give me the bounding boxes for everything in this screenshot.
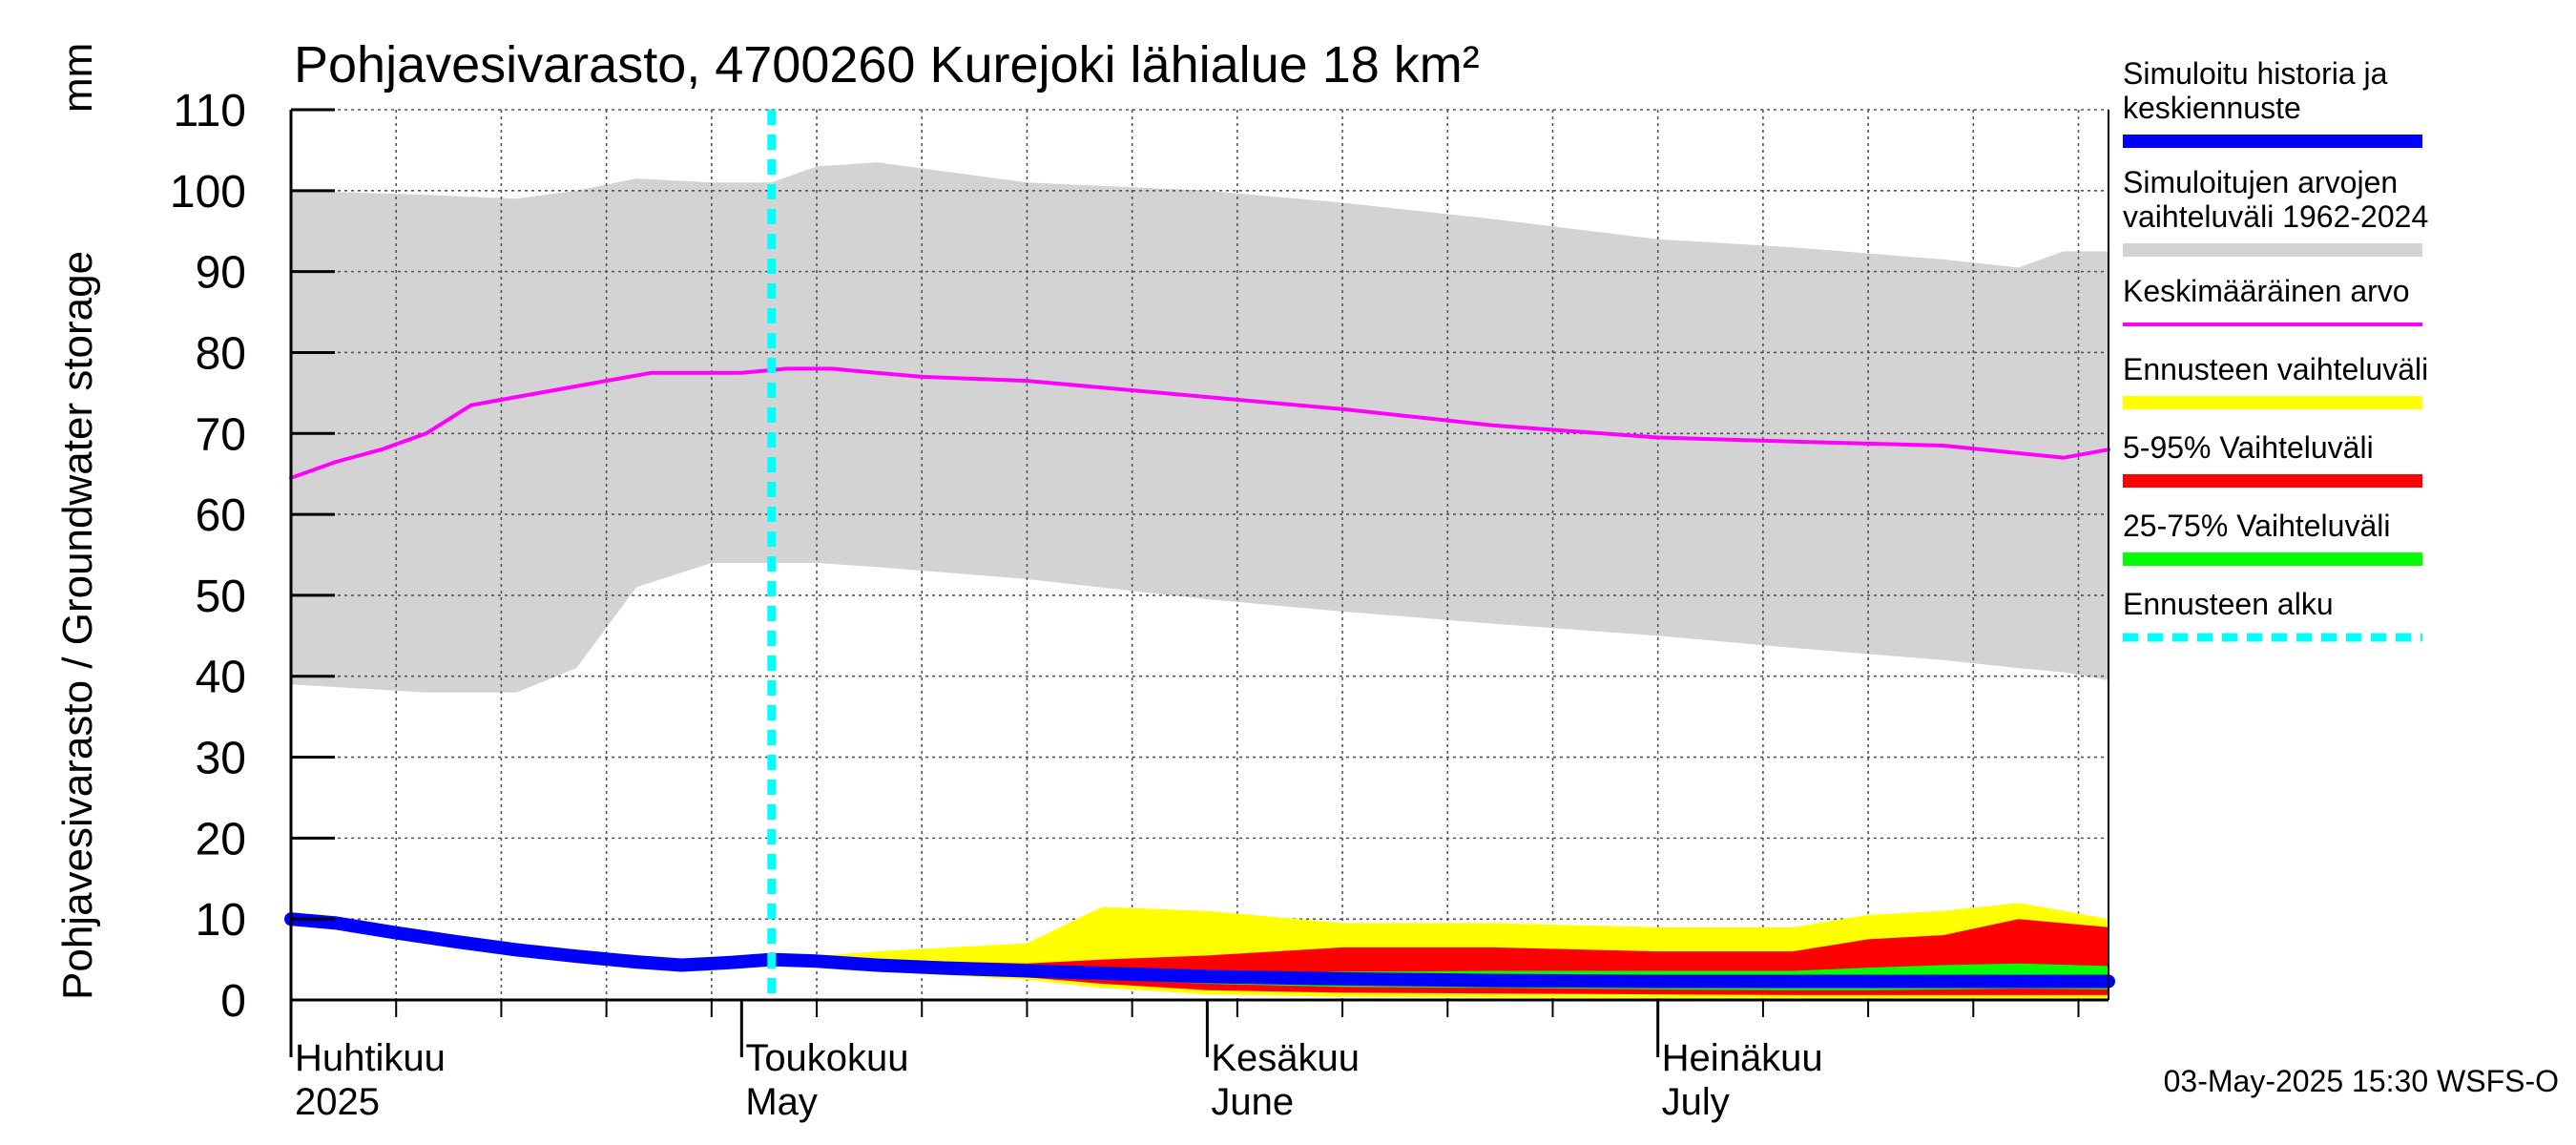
y-tick-label: 0: [220, 976, 246, 1027]
plot-area: [284, 109, 2115, 1000]
chart-title: Pohjavesivarasto, 4700260 Kurejoki lähia…: [294, 36, 1480, 94]
legend-label: vaihteluväli 1962-2024: [2123, 199, 2428, 234]
y-tick-label: 90: [196, 248, 246, 299]
y-tick-label: 40: [196, 653, 246, 703]
y-tick-label: 10: [196, 895, 246, 946]
x-month-label: Huhtikuu: [295, 1037, 446, 1079]
y-tick-label: 70: [196, 409, 246, 460]
legend-label: 5-95% Vaihteluväli: [2123, 430, 2374, 465]
x-month-sublabel: May: [745, 1081, 818, 1123]
y-tick-label: 110: [173, 86, 246, 136]
legend-label: keskiennuste: [2123, 91, 2301, 125]
legend-label: Ennusteen alku: [2123, 587, 2334, 621]
y-axis-unit: mm: [54, 43, 101, 113]
x-month-sublabel: July: [1662, 1081, 1730, 1123]
legend-label: Simuloitujen arvojen: [2123, 165, 2398, 199]
y-axis-label: Pohjavesivarasto / Groundwater storage: [54, 251, 101, 1000]
legend-label: Ennusteen vaihteluväli: [2123, 352, 2428, 386]
x-month-sublabel: 2025: [295, 1081, 380, 1123]
legend-label: Simuloitu historia ja: [2123, 56, 2388, 91]
footer-timestamp: 03-May-2025 15:30 WSFS-O: [2164, 1064, 2559, 1098]
y-tick-label: 30: [196, 734, 246, 784]
y-tick-label: 60: [196, 490, 246, 541]
y-tick-label: 80: [196, 328, 246, 379]
x-month-label: Kesäkuu: [1211, 1037, 1360, 1079]
historical-range-band: [291, 162, 2109, 693]
x-month-label: Toukokuu: [745, 1037, 908, 1079]
legend-label: Keskimääräinen arvo: [2123, 274, 2410, 308]
y-tick-label: 20: [196, 814, 246, 864]
simulated-history-line: [284, 912, 2115, 989]
x-month-sublabel: June: [1211, 1081, 1294, 1123]
y-tick-label: 100: [170, 167, 246, 218]
x-month-label: Heinäkuu: [1662, 1037, 1823, 1079]
legend-label: 25-75% Vaihteluväli: [2123, 509, 2390, 543]
y-tick-label: 50: [196, 572, 246, 622]
mean-value-line: [289, 366, 2110, 480]
